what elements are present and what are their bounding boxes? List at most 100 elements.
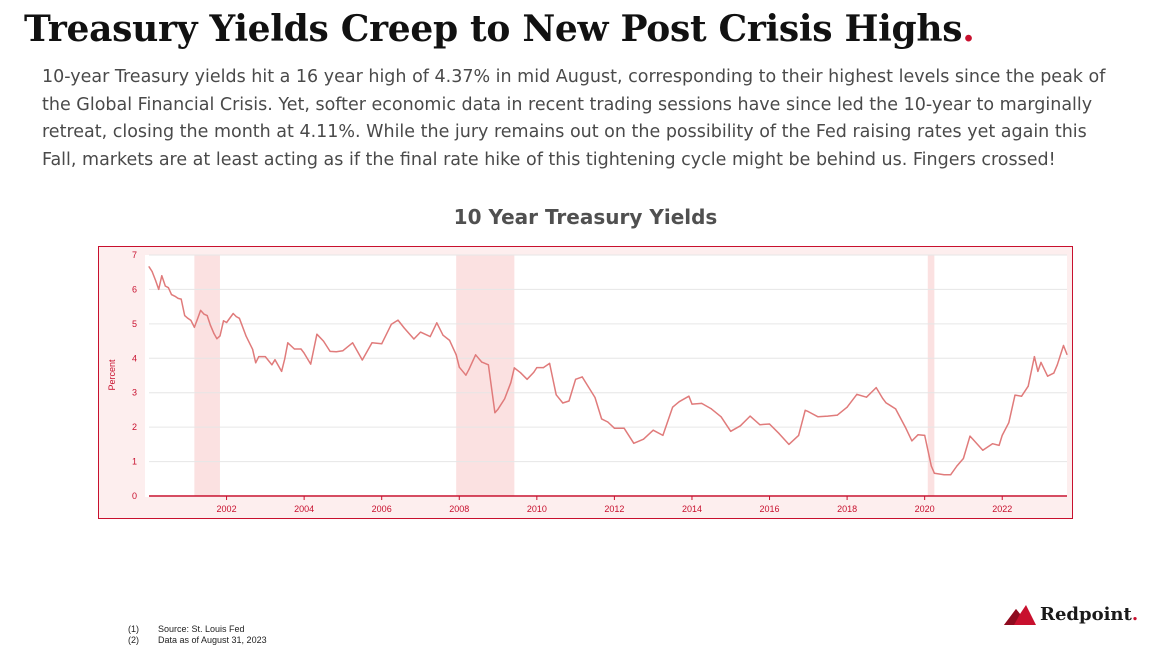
y-tick-label: 5 bbox=[132, 319, 137, 329]
x-tick-label: 2020 bbox=[915, 504, 935, 514]
data-point bbox=[568, 400, 570, 402]
data-point bbox=[274, 359, 276, 361]
footnote-text: Source: St. Louis Fed bbox=[158, 624, 245, 634]
data-point bbox=[458, 366, 460, 368]
data-point bbox=[962, 457, 965, 460]
data-point bbox=[807, 411, 809, 413]
data-point bbox=[403, 327, 405, 329]
data-point bbox=[749, 415, 751, 417]
data-point bbox=[504, 398, 506, 400]
data-point bbox=[167, 287, 169, 289]
data-point bbox=[933, 472, 936, 474]
data-point bbox=[419, 331, 422, 333]
data-point bbox=[601, 418, 603, 420]
data-point bbox=[581, 376, 583, 378]
x-tick-label: 2018 bbox=[837, 504, 857, 514]
recession-band-3 bbox=[927, 255, 935, 496]
data-point bbox=[322, 340, 325, 342]
x-tick-label: 2002 bbox=[217, 504, 237, 514]
data-point bbox=[174, 295, 176, 297]
data-point bbox=[329, 350, 331, 352]
data-point bbox=[316, 333, 318, 335]
data-point bbox=[1033, 356, 1035, 358]
data-point bbox=[1047, 375, 1049, 377]
data-point bbox=[352, 342, 354, 344]
x-tick-label: 2010 bbox=[527, 504, 547, 514]
brand-dot: . bbox=[1131, 604, 1139, 625]
data-point bbox=[187, 317, 189, 319]
data-point bbox=[381, 343, 383, 345]
data-point bbox=[397, 319, 399, 321]
data-point bbox=[510, 382, 512, 384]
data-point bbox=[1040, 361, 1042, 363]
data-point bbox=[930, 465, 932, 467]
data-point bbox=[778, 433, 780, 435]
data-point bbox=[623, 427, 625, 429]
x-tick-label: 2004 bbox=[294, 504, 314, 514]
data-point bbox=[672, 406, 674, 408]
data-point bbox=[875, 387, 877, 389]
chart-title: 10 Year Treasury Yields bbox=[453, 205, 718, 229]
chart-container: 0 1 2 3 4 5 6 7 2002 2004 2006 2008 2010 2012 2014 201… bbox=[98, 246, 1073, 519]
data-point bbox=[526, 378, 528, 380]
data-point bbox=[1056, 364, 1058, 366]
data-point bbox=[804, 409, 806, 411]
data-point bbox=[361, 359, 363, 361]
data-point bbox=[475, 354, 477, 356]
data-point bbox=[151, 270, 153, 273]
data-point bbox=[739, 425, 742, 427]
footnote-number: (2) bbox=[128, 635, 139, 645]
footnote-2: (2) Data as of August 31, 2023 bbox=[128, 635, 267, 646]
data-point bbox=[200, 309, 202, 311]
data-point bbox=[494, 412, 496, 414]
data-point bbox=[245, 335, 247, 337]
data-point bbox=[287, 342, 289, 344]
brand-logo: Redpoint. bbox=[1004, 604, 1138, 625]
y-axis-label: Percent bbox=[107, 359, 117, 391]
data-point bbox=[1037, 370, 1039, 372]
data-point bbox=[465, 374, 467, 376]
footnotes: (1) Source: St. Louis Fed (2) Data as of A… bbox=[128, 624, 267, 646]
data-point bbox=[284, 358, 286, 360]
data-point bbox=[1027, 385, 1029, 387]
data-point bbox=[161, 275, 163, 277]
data-point bbox=[209, 324, 211, 326]
data-point bbox=[238, 317, 240, 319]
data-point bbox=[759, 424, 761, 426]
data-point bbox=[827, 415, 829, 417]
data-point bbox=[882, 398, 884, 400]
recession-band-1 bbox=[194, 255, 220, 496]
data-point bbox=[607, 421, 609, 423]
data-point bbox=[449, 339, 451, 341]
data-point bbox=[662, 434, 664, 436]
data-point bbox=[691, 403, 693, 405]
y-tick-label: 1 bbox=[132, 457, 137, 467]
plot-background bbox=[145, 255, 1067, 497]
data-point bbox=[481, 361, 483, 363]
data-point bbox=[468, 368, 470, 370]
data-point bbox=[642, 438, 645, 440]
data-point bbox=[429, 336, 431, 338]
redpoint-mountain-icon bbox=[1004, 604, 1036, 625]
data-point bbox=[222, 320, 225, 322]
data-point bbox=[264, 356, 266, 358]
data-point bbox=[1014, 394, 1016, 396]
data-point bbox=[196, 318, 199, 320]
headline: Treasury Yields Creep to New Post Crisis… bbox=[24, 8, 975, 50]
data-point bbox=[1008, 422, 1010, 424]
data-point bbox=[219, 335, 221, 337]
data-point bbox=[991, 443, 994, 445]
data-point bbox=[865, 396, 868, 398]
headline-text: Treasury Yields Creep to New Post Crisis… bbox=[24, 8, 963, 50]
data-point bbox=[856, 393, 858, 395]
data-point bbox=[904, 426, 906, 428]
data-point bbox=[982, 449, 984, 451]
data-point bbox=[310, 363, 312, 365]
data-point bbox=[562, 402, 564, 404]
data-point bbox=[252, 348, 254, 350]
data-point bbox=[710, 408, 713, 410]
data-point bbox=[594, 396, 596, 399]
brand-name-text: Redpoint bbox=[1040, 604, 1132, 625]
y-tick-label: 3 bbox=[132, 388, 137, 398]
data-point bbox=[943, 474, 945, 476]
